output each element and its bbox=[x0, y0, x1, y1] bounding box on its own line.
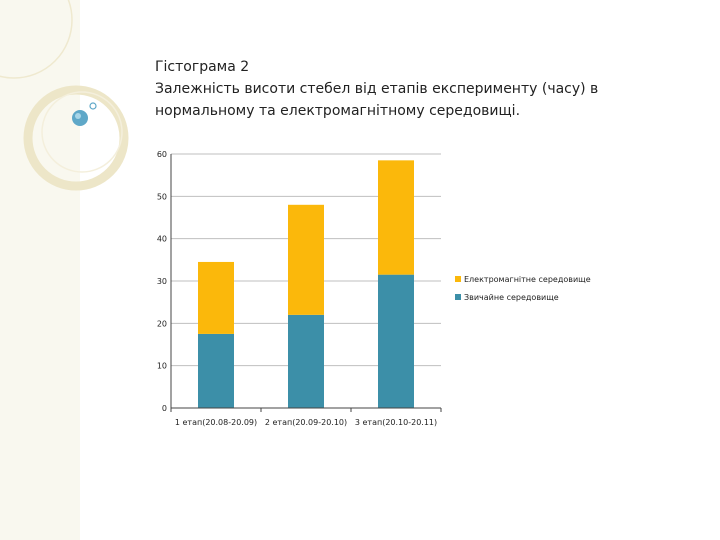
y-tick-label: 50 bbox=[157, 192, 167, 201]
x-tick-label: 2 етап(20.09-20.10) bbox=[265, 418, 347, 427]
legend-layer: Електромагнітне середовище Звичайне серед… bbox=[455, 275, 591, 302]
decor-bubble-highlight bbox=[75, 113, 81, 119]
decor-ring-arc bbox=[23, 85, 129, 191]
decor-ring-inner bbox=[41, 91, 123, 173]
slide-heading: Гістограма 2 bbox=[155, 59, 250, 75]
bar-segment bbox=[198, 333, 234, 408]
slide-subheading-line1: Залежність висоти стебел від етапів експ… bbox=[155, 81, 599, 97]
x-tick-label: 3 етап(20.10-20.11) bbox=[355, 418, 437, 427]
title-block: Гістограма 2 Залежність висоти стебел ві… bbox=[155, 56, 635, 122]
decor-ring-large bbox=[0, 0, 73, 79]
slide-subheading-line2: нормальному та електромагнітному середов… bbox=[155, 103, 521, 119]
y-tick-label: 10 bbox=[157, 362, 167, 371]
bar-segment bbox=[288, 314, 324, 408]
bar-segment bbox=[378, 274, 414, 408]
y-tick-label: 30 bbox=[157, 277, 167, 286]
x-tick-label: 1 етап(20.08-20.09) bbox=[175, 418, 257, 427]
legend-swatch bbox=[455, 276, 461, 282]
legend-swatch bbox=[455, 294, 461, 300]
bar-segment bbox=[198, 261, 234, 334]
legend-label: Звичайне середовище bbox=[464, 293, 559, 302]
y-tick-label: 60 bbox=[157, 150, 167, 159]
y-tick-label: 20 bbox=[157, 319, 167, 328]
bars-layer bbox=[198, 160, 414, 408]
y-tick-label: 40 bbox=[157, 235, 167, 244]
decor-bubble-small bbox=[89, 102, 97, 110]
legend-label: Електромагнітне середовище bbox=[464, 275, 591, 284]
bar-segment bbox=[378, 160, 414, 275]
y-tick-label: 0 bbox=[162, 404, 167, 413]
decorative-rings bbox=[0, 0, 129, 191]
bar-segment bbox=[288, 204, 324, 315]
axis-layer: 0 10 20 30 40 50 60 1 етап(20.08-20.09) 2 етап(2… bbox=[157, 150, 442, 427]
